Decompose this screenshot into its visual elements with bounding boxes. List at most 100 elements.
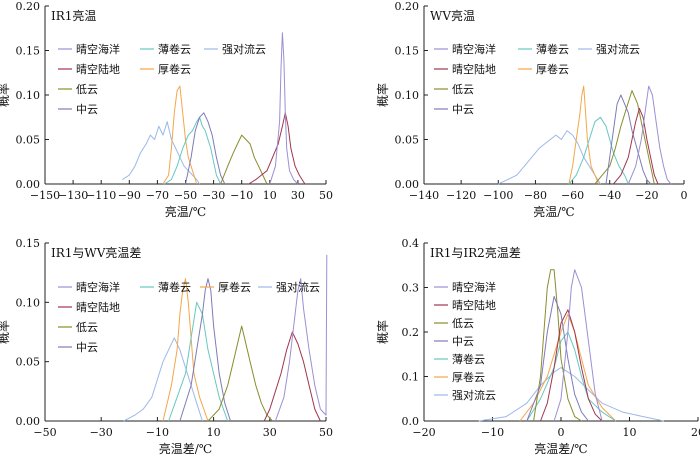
y-axis-label: 概率: [375, 320, 390, 344]
x-tick-label: −10: [146, 426, 169, 439]
x-axis-label: 亮温/℃: [165, 204, 206, 219]
chart-panel-1: 0.00 0.05 0.10 0.15 0.20 −150−130−110 −90 −70 −5…: [0, 0, 333, 219]
x-tick-label: −30: [202, 189, 225, 202]
x-tick-label: −10: [481, 426, 504, 439]
y-axis-label: 概率: [0, 83, 11, 107]
legend-entry-conv: 强对流云: [276, 280, 320, 294]
x-axis-label: 亮温差/℃: [534, 441, 587, 456]
x-tick-label: −130: [58, 189, 88, 202]
series-line-land: [540, 309, 603, 422]
series-line-land: [613, 107, 659, 185]
legend-entry-conv: 强对流云: [596, 42, 640, 56]
x-tick-label: 20: [691, 426, 700, 439]
legend-entry-mid: 中云: [452, 103, 474, 116]
y-tick-label: 0.05: [16, 356, 41, 369]
panel-title: WV亮温: [430, 8, 475, 23]
series-line-low: [533, 269, 582, 422]
legend-entry-cirrus: 厚卷云: [218, 280, 251, 294]
y-tick-label: 0.10: [16, 89, 41, 102]
x-tick-label: −90: [118, 189, 141, 202]
legend-entry-cirrus: 厚卷云: [536, 62, 569, 76]
legend-entry-low: 低云: [452, 83, 474, 96]
legend-entry-low: 低云: [76, 321, 98, 334]
legend-entry-land: 晴空陆地: [76, 62, 120, 76]
y-axis-label: 概率: [0, 320, 11, 344]
y-tick-label: 0.2: [402, 326, 420, 339]
chart-panel-3: 0.00 0.05 0.10 0.15 −50 −30 −10 10 30 50 IR1与WV亮温差…: [0, 237, 333, 456]
legend-entry-cirrostratus: 薄卷云: [452, 352, 485, 366]
y-tick-label: 0.15: [16, 45, 41, 58]
y-tick-label: 0.0: [402, 415, 420, 428]
x-tick-label: −70: [146, 189, 169, 202]
series-line-ocean: [274, 254, 328, 422]
y-tick-label: 0.05: [16, 134, 41, 147]
legend-entry-mid: 中云: [452, 335, 474, 348]
series-line-land: [248, 112, 306, 185]
x-tick-label: −150: [30, 189, 60, 202]
legend-entry-land: 晴空陆地: [76, 300, 120, 314]
series-line-ocean: [269, 32, 299, 185]
panel-title: IR1亮温: [51, 8, 96, 23]
legend-entry-cirrostratus: 薄卷云: [158, 280, 191, 294]
x-axis-label: 亮温差/℃: [159, 441, 212, 456]
x-tick-label: −110: [86, 189, 116, 202]
y-tick-label: 0.00: [395, 178, 420, 191]
series-line-cirrus: [162, 85, 198, 185]
series-line-mid: [526, 295, 589, 422]
y-tick-label: 0.15: [16, 237, 41, 250]
series-line-ocean: [553, 269, 603, 422]
x-tick-label: −140: [409, 189, 439, 202]
legend-entry-conv: 强对流云: [222, 42, 266, 56]
x-tick-label: −80: [524, 189, 547, 202]
series-line-land: [263, 331, 321, 422]
x-tick-label: 50: [319, 189, 333, 202]
x-tick-label: −40: [598, 189, 621, 202]
x-tick-label: 10: [623, 426, 637, 439]
legend-entry-cirrus: 厚卷云: [158, 62, 191, 76]
series-line-low: [220, 134, 268, 185]
series-line-conv: [498, 130, 601, 185]
series-line-mid: [185, 112, 226, 185]
x-tick-label: −50: [33, 426, 56, 439]
series-line-mid: [605, 94, 651, 185]
y-tick-label: 0.3: [402, 282, 420, 295]
legend-entry-ocean: 晴空海洋: [76, 42, 120, 56]
x-tick-label: −50: [174, 189, 197, 202]
x-tick-label: −120: [446, 189, 476, 202]
series-line-cirrus: [519, 313, 617, 422]
legend-entry-ocean: 晴空海洋: [76, 280, 120, 294]
series-line-mid: [179, 278, 231, 422]
series-line-cirrus: [162, 278, 209, 422]
chart-panel-4: 0.0 0.1 0.2 0.3 0.4 −20 −10 0 10 20 IR1与IR2亮温差亮温差/…: [375, 237, 700, 456]
legend-entry-cirrostratus: 薄卷云: [536, 42, 569, 56]
series-line-cirrostratus: [568, 116, 629, 185]
x-tick-label: 0: [558, 426, 565, 439]
y-tick-label: 0.00: [16, 178, 41, 191]
y-tick-label: 0.10: [395, 89, 420, 102]
panel-title: IR1与IR2亮温差: [430, 245, 521, 260]
y-tick-label: 0.00: [16, 415, 41, 428]
x-tick-label: −20: [635, 189, 658, 202]
y-tick-label: 0.20: [395, 0, 420, 13]
legend-entry-mid: 中云: [76, 103, 98, 116]
x-tick-label: 0: [681, 189, 688, 202]
series-line-low: [207, 325, 273, 422]
x-tick-label: −100: [483, 189, 513, 202]
legend-entry-cirrostratus: 薄卷云: [158, 42, 191, 56]
series-line-conv: [478, 367, 664, 422]
y-tick-label: 0.20: [16, 0, 41, 13]
x-tick-label: −20: [412, 426, 435, 439]
series-line-cirrostratus: [168, 301, 229, 422]
chart-panel-2: 0.00 0.05 0.10 0.15 0.20 −140 −120 −100 −80 −60 −4…: [375, 0, 688, 219]
x-tick-label: 30: [263, 426, 277, 439]
y-tick-label: 0.1: [402, 371, 420, 384]
legend-entry-low: 低云: [452, 317, 474, 330]
legend-entry-conv: 强对流云: [452, 388, 496, 402]
series-line-cirrostratus: [526, 331, 617, 422]
legend-entry-cirrus: 厚卷云: [452, 370, 485, 384]
